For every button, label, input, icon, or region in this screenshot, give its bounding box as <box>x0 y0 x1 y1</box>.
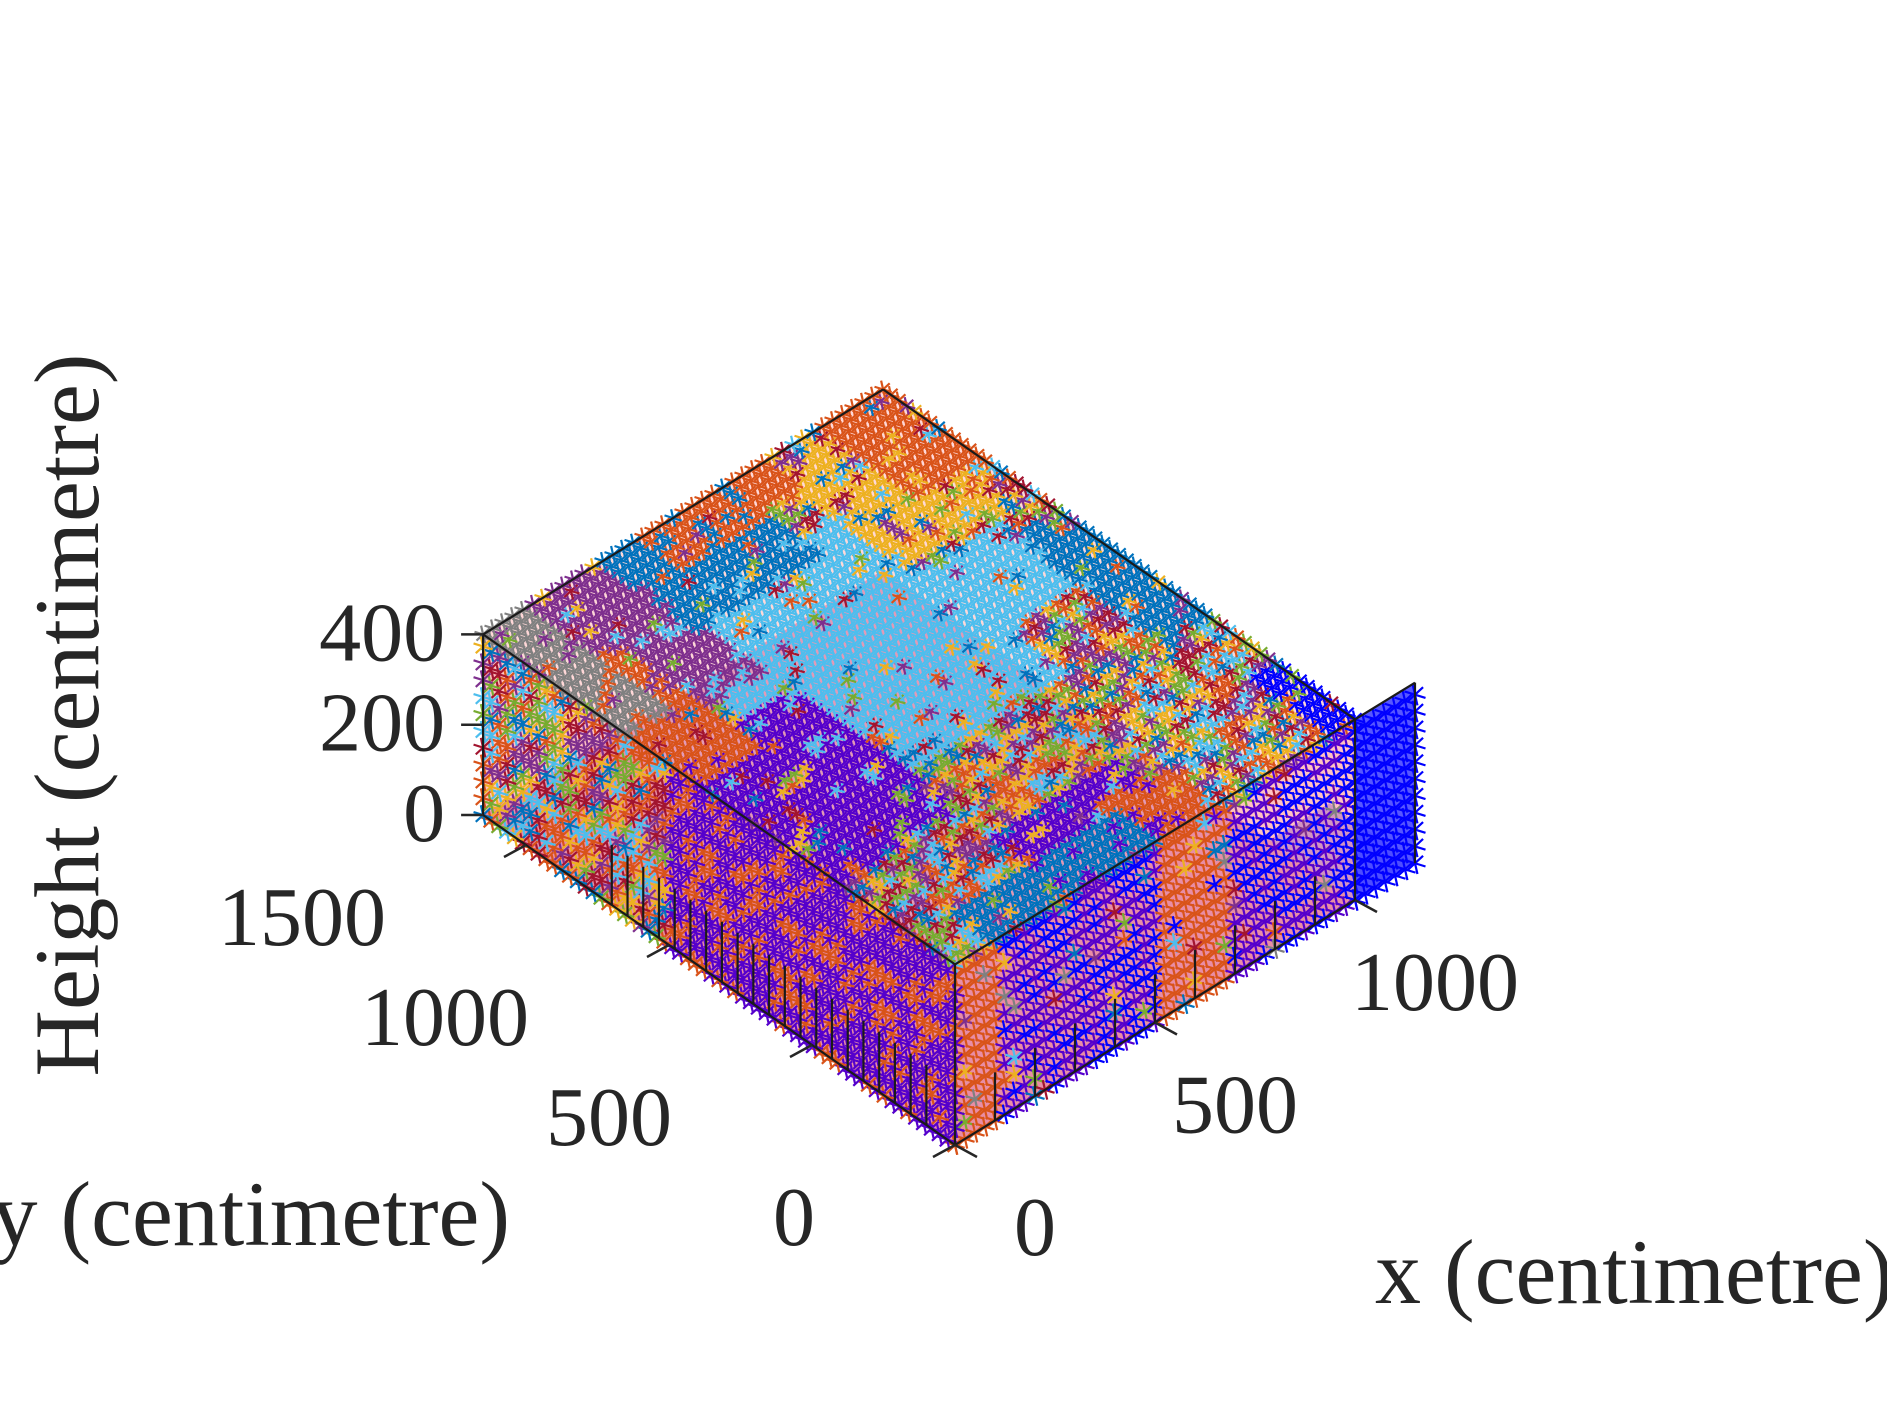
x-tick-label: 500 <box>1172 1059 1298 1152</box>
y-tick-label: 0 <box>773 1171 815 1264</box>
z-tick-label: 400 <box>319 586 445 679</box>
z-tick-label: 200 <box>319 677 445 770</box>
x-axis-label: x (centimetre) <box>1375 1221 1887 1323</box>
y-axis-label: y (centimetre) <box>0 1163 510 1265</box>
scatter-points <box>473 380 1426 1155</box>
x-tick-label: 1000 <box>1351 936 1519 1029</box>
z-axis-label: Height (centimetre) <box>16 354 118 1077</box>
y-tick-label: 500 <box>546 1071 672 1164</box>
x-tick-label: 0 <box>1014 1181 1056 1274</box>
y-tick <box>503 843 527 859</box>
y-tick-label: 1500 <box>218 871 386 964</box>
y-tick-label: 1000 <box>361 971 529 1064</box>
z-tick-label: 0 <box>403 767 445 860</box>
y-tick <box>932 1143 956 1159</box>
